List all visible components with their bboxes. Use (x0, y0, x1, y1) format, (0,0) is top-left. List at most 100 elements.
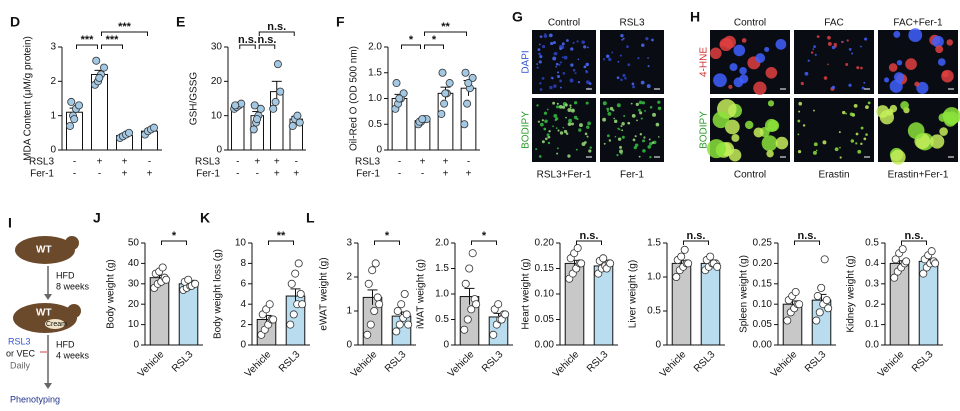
condition-sign: - (73, 169, 76, 180)
y-axis-label: Liver weight (g) (628, 260, 639, 328)
cell (827, 63, 829, 66)
y-tick-label: 1 (346, 306, 352, 317)
cell (800, 81, 804, 86)
y-tick-label: 20 (211, 76, 223, 87)
data-point (286, 320, 295, 329)
cell (765, 66, 778, 79)
cell (841, 40, 843, 43)
cell (602, 58, 606, 61)
cell (575, 148, 578, 151)
cell (539, 82, 542, 85)
data-point (680, 245, 689, 254)
cell (544, 119, 548, 124)
significance-bracket (401, 44, 421, 49)
data-point (931, 259, 940, 268)
cell (627, 121, 631, 125)
significance-label: n.s. (258, 34, 277, 46)
condition-sign: + (97, 157, 103, 168)
data-point (295, 118, 304, 127)
y-axis-label: Oil-Red O (OD 500 nm) (349, 46, 360, 151)
step-label: HFD (56, 339, 75, 349)
data-point (184, 275, 193, 284)
significance-bracket (424, 31, 467, 36)
condition-label: Fer-1 (196, 169, 220, 180)
data-point (472, 300, 481, 309)
step-label: 8 weeks (56, 281, 90, 291)
bar (460, 87, 477, 151)
cell (621, 38, 624, 41)
cell (620, 78, 623, 82)
condition-sign: - (236, 169, 239, 180)
cell (634, 143, 639, 147)
cell (547, 135, 551, 139)
cell (651, 38, 654, 42)
cell (638, 100, 643, 105)
y-tick-label: 1.0 (368, 93, 382, 104)
cell (932, 35, 944, 48)
cell (608, 139, 612, 142)
cell (845, 62, 849, 66)
data-point (273, 60, 282, 69)
cell (585, 101, 589, 105)
significance-bracket (258, 31, 295, 36)
data-point (371, 259, 380, 268)
data-point (271, 97, 280, 106)
significance-bracket (161, 240, 187, 245)
cell (581, 40, 586, 44)
y-tick-label: 2.0 (435, 238, 449, 249)
micrograph (794, 98, 874, 162)
cell (900, 101, 909, 110)
condition-sign: + (122, 169, 128, 180)
data-point (395, 94, 404, 103)
cell (539, 35, 543, 39)
y-tick-label: 0.00 (535, 340, 555, 351)
x-tick-label: RSL3 (170, 349, 196, 375)
cell (548, 130, 551, 133)
cell (867, 101, 871, 105)
y-tick-label: 10 (211, 110, 223, 121)
data-point (249, 125, 258, 134)
cell (755, 53, 766, 63)
cell (766, 150, 774, 158)
cell (622, 73, 626, 78)
cell (744, 120, 754, 130)
x-tick-label: RSL3 (480, 349, 506, 375)
cell (849, 112, 854, 116)
y-tick-label: 4 (240, 299, 246, 310)
data-point (399, 89, 408, 98)
data-point (75, 101, 84, 110)
cell (813, 45, 816, 49)
cell (606, 107, 610, 111)
significance-bracket (258, 44, 276, 49)
cell (538, 155, 542, 158)
data-point (392, 79, 401, 88)
cell (577, 80, 581, 84)
row-label: BODIPY (699, 111, 710, 149)
cell (556, 152, 559, 155)
significance-bracket (101, 44, 123, 49)
data-point (149, 123, 158, 132)
cell (583, 65, 587, 69)
cell (553, 41, 556, 45)
cell (553, 51, 558, 56)
cell (646, 84, 651, 89)
cell (719, 37, 733, 52)
data-point (606, 259, 615, 268)
cell (556, 147, 559, 150)
data-point (392, 327, 401, 336)
significance-bracket (424, 44, 444, 49)
cell (733, 44, 746, 57)
cell (641, 43, 645, 48)
cell (550, 41, 554, 46)
y-tick-label: 0 (50, 145, 56, 156)
y-tick-label: 1.0 (647, 272, 661, 283)
cell (552, 56, 557, 61)
y-tick-label: 0.10 (753, 299, 773, 310)
cell (588, 149, 592, 153)
cell (536, 66, 539, 69)
bottom-label: RSL3+Fer-1 (537, 170, 592, 181)
y-tick-label: 10 (128, 319, 140, 330)
cell (556, 71, 560, 74)
data-point (287, 279, 296, 288)
cell (619, 54, 622, 57)
